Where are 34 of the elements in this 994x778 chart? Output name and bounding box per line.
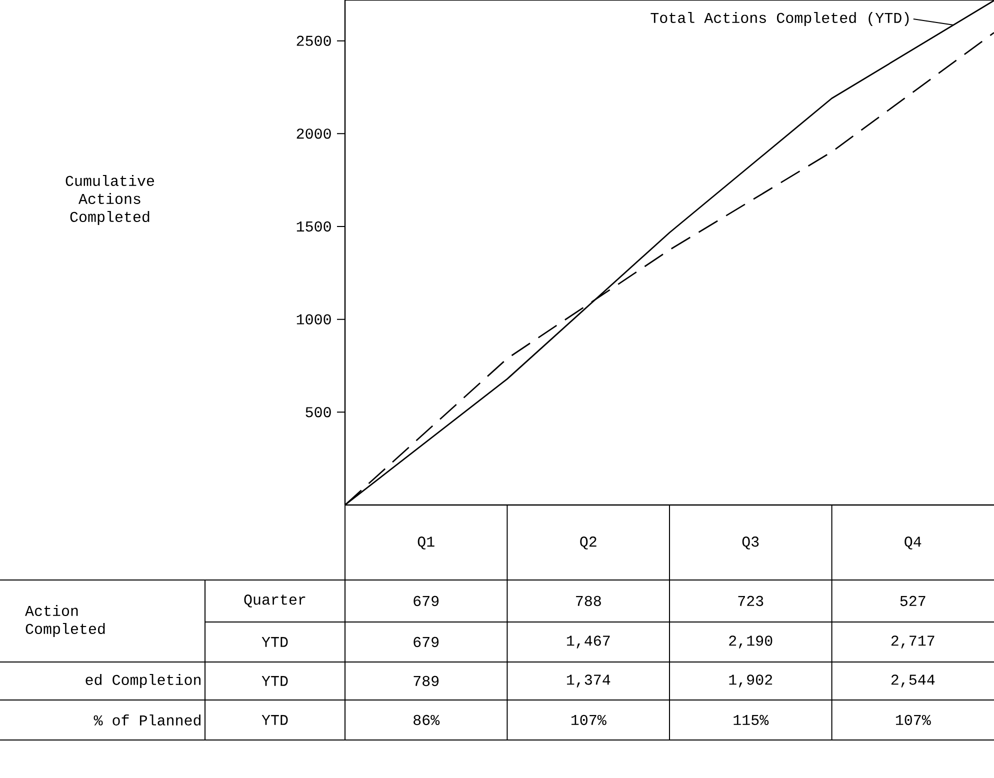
text: 2,544 <box>891 674 935 688</box>
text: Q1 <box>418 536 434 550</box>
text: 789 <box>414 676 439 686</box>
text: ed Completion <box>86 674 200 688</box>
text: 2,190 <box>729 636 772 648</box>
text: 527 <box>900 596 926 606</box>
text: 788 <box>576 596 601 606</box>
text: 1,374 <box>566 674 610 688</box>
text: YTD <box>262 637 288 647</box>
text: 1,902 <box>729 674 772 688</box>
text: Action Completed <box>25 604 105 637</box>
text: 723 <box>738 596 764 606</box>
y-tick-label: 2000 <box>296 128 331 139</box>
text: Q2 <box>580 536 596 550</box>
text: 2,717 <box>891 636 934 648</box>
y-tick-label: 1500 <box>296 221 331 232</box>
y-tick-label: 2500 <box>296 36 331 46</box>
text: Q3 <box>742 536 759 550</box>
text: Quarter <box>244 594 306 608</box>
text: 107% <box>896 714 931 726</box>
text: YTD <box>262 676 288 686</box>
y-tick-label: 1000 <box>296 314 331 324</box>
legend-label: Total Actions Completed (YTD) <box>650 12 909 26</box>
text: 107% <box>571 714 606 726</box>
text: % of Planned <box>94 714 200 726</box>
text: Cumulative Actions Completed <box>66 174 154 225</box>
text: 115% <box>734 714 769 726</box>
text: 679 <box>414 636 439 648</box>
text: 86% <box>414 714 440 726</box>
y-tick-label: 500 <box>306 407 331 418</box>
text: Q4 <box>904 536 922 550</box>
text: YTD <box>262 715 288 725</box>
text: 1,467 <box>566 636 610 648</box>
text: 679 <box>414 596 439 606</box>
